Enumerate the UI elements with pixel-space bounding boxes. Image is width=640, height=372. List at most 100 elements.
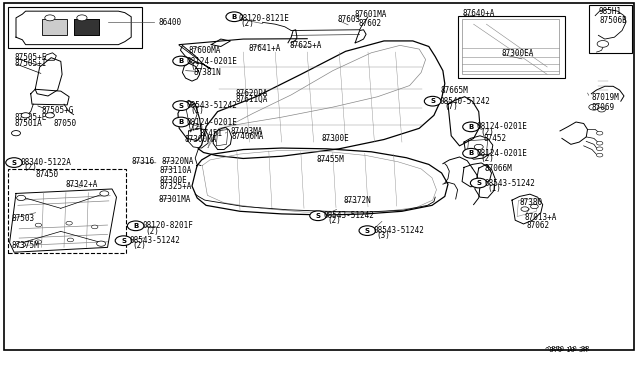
- Bar: [458, 16, 565, 78]
- Text: 87602: 87602: [358, 19, 381, 28]
- Text: 87300EA: 87300EA: [502, 49, 534, 58]
- Text: 87320NA: 87320NA: [162, 157, 195, 166]
- Text: 985H1: 985H1: [598, 7, 621, 16]
- Text: S: S: [12, 160, 17, 166]
- Circle shape: [596, 131, 603, 135]
- Text: (7): (7): [445, 102, 459, 111]
- Text: 87455M: 87455M: [317, 155, 344, 164]
- Bar: [8, 169, 126, 253]
- Circle shape: [97, 241, 106, 246]
- Text: B: B: [232, 14, 237, 20]
- Text: B: B: [179, 119, 184, 125]
- Text: 87381N: 87381N: [194, 68, 221, 77]
- Text: 87062: 87062: [526, 221, 549, 230]
- Circle shape: [598, 108, 605, 112]
- Text: 87505+F: 87505+F: [14, 53, 47, 62]
- Text: (2): (2): [145, 227, 159, 235]
- Circle shape: [470, 178, 487, 188]
- Text: 08120-8201F: 08120-8201F: [142, 221, 193, 230]
- Bar: [74, 19, 99, 35]
- Text: B: B: [468, 124, 474, 130]
- Circle shape: [173, 101, 189, 110]
- Text: 87300E: 87300E: [159, 176, 187, 185]
- Text: 08540-51242: 08540-51242: [439, 97, 490, 106]
- Text: 87505+E: 87505+E: [14, 113, 47, 122]
- Text: 87625+A: 87625+A: [290, 41, 323, 50]
- Text: 08543-51242: 08543-51242: [484, 179, 535, 187]
- Text: 87301MA: 87301MA: [158, 195, 191, 204]
- Text: 87620PA: 87620PA: [236, 89, 268, 98]
- Text: 08124-0201E: 08124-0201E: [187, 118, 237, 126]
- Bar: [589, 5, 632, 53]
- Text: (2): (2): [480, 128, 494, 137]
- Circle shape: [77, 15, 87, 21]
- Text: 87372N: 87372N: [344, 196, 371, 205]
- Circle shape: [173, 56, 189, 66]
- Text: 87066M: 87066M: [484, 164, 512, 173]
- Circle shape: [597, 41, 609, 47]
- Text: 87665M: 87665M: [440, 86, 468, 95]
- Text: (1): (1): [488, 184, 502, 193]
- Text: S: S: [179, 103, 184, 109]
- Text: ^870 10 3R: ^870 10 3R: [545, 347, 588, 353]
- Text: B: B: [179, 58, 184, 64]
- Circle shape: [521, 207, 529, 211]
- Text: 87050: 87050: [53, 119, 76, 128]
- Circle shape: [596, 147, 603, 151]
- Bar: [74, 19, 99, 35]
- Text: 87069: 87069: [591, 103, 614, 112]
- Circle shape: [67, 238, 74, 242]
- Circle shape: [66, 221, 72, 225]
- Text: 87406MA: 87406MA: [232, 132, 264, 141]
- Text: (2): (2): [480, 154, 494, 163]
- Text: S: S: [121, 238, 126, 244]
- Text: 87506B: 87506B: [600, 16, 627, 25]
- Text: 87300MA: 87300MA: [185, 135, 218, 144]
- Circle shape: [100, 191, 109, 196]
- Text: (2): (2): [240, 19, 254, 28]
- Circle shape: [35, 223, 42, 227]
- Circle shape: [424, 96, 441, 106]
- Text: 08543-51242: 08543-51242: [373, 226, 424, 235]
- Text: 08340-5122A: 08340-5122A: [20, 158, 71, 167]
- Text: (1): (1): [190, 106, 204, 115]
- Text: 87640+A: 87640+A: [462, 9, 495, 18]
- Bar: [8, 7, 142, 48]
- Circle shape: [35, 240, 42, 244]
- Text: 873110A: 873110A: [160, 166, 193, 174]
- Text: (2): (2): [24, 163, 38, 172]
- Circle shape: [359, 226, 376, 235]
- Text: (2): (2): [190, 62, 204, 71]
- Bar: [42, 19, 67, 35]
- Circle shape: [589, 104, 599, 110]
- Circle shape: [596, 141, 603, 145]
- Text: 08124-0201E: 08124-0201E: [477, 149, 527, 158]
- Text: 08543-51242: 08543-51242: [187, 101, 237, 110]
- Text: 87300E: 87300E: [321, 134, 349, 143]
- Text: (3): (3): [376, 231, 390, 240]
- Text: 87452: 87452: [483, 134, 506, 143]
- Text: 87013+A: 87013+A: [525, 213, 557, 222]
- Circle shape: [474, 144, 483, 150]
- Text: 87601MA: 87601MA: [355, 10, 387, 19]
- Text: B: B: [133, 223, 138, 229]
- Text: 87342+A: 87342+A: [66, 180, 99, 189]
- Text: (2): (2): [327, 217, 341, 225]
- Circle shape: [21, 113, 30, 118]
- Text: 87403MA: 87403MA: [230, 127, 263, 136]
- Text: 87611QA: 87611QA: [236, 95, 268, 104]
- Circle shape: [596, 153, 603, 157]
- Text: 87451: 87451: [200, 129, 223, 138]
- Circle shape: [531, 204, 538, 209]
- Text: 08120-8121E: 08120-8121E: [239, 14, 289, 23]
- Text: 87450: 87450: [35, 170, 58, 179]
- Text: 87600MA: 87600MA: [189, 46, 221, 55]
- Text: 87375M: 87375M: [12, 241, 39, 250]
- Text: 08543-51242: 08543-51242: [324, 211, 374, 220]
- Circle shape: [92, 225, 98, 229]
- Text: 87505+G: 87505+G: [42, 106, 74, 115]
- Text: 87316: 87316: [132, 157, 155, 166]
- Text: 87019M: 87019M: [591, 93, 619, 102]
- Circle shape: [45, 113, 54, 118]
- Circle shape: [115, 236, 132, 246]
